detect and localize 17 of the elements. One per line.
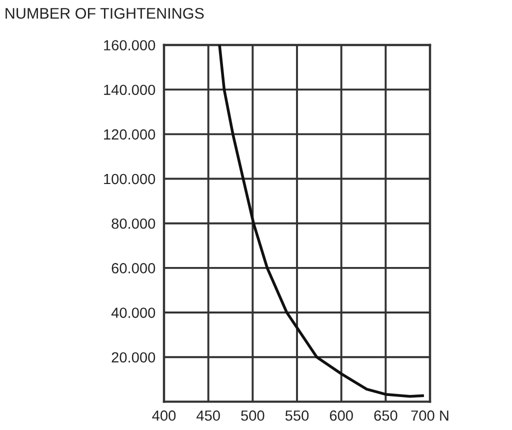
y-tick-label: 160.000 [104,40,156,50]
x-tick-label: 400 [152,410,176,421]
x-tick-label: 600 [330,410,353,421]
x-tick-label: 500 [241,410,264,421]
y-tick-label: 20.000 [112,352,156,363]
x-tick-label: 550 [285,410,309,421]
y-tick-label: 60.000 [112,263,156,274]
line-series [218,45,424,398]
y-tick-label: 80.000 [112,218,156,229]
y-tick-label: 40.000 [111,308,156,318]
y-tick-label: 120.000 [104,129,156,140]
y-axis-title: NUMBER OF TIGHTENINGS [6,8,204,19]
x-tick-label: 650 [374,410,398,421]
x-tick-label: 700 N [411,410,448,421]
y-tick-label: 140.000 [104,84,156,96]
x-tick-label: 450 [196,410,220,421]
y-tick-label: 100.000 [104,174,156,184]
